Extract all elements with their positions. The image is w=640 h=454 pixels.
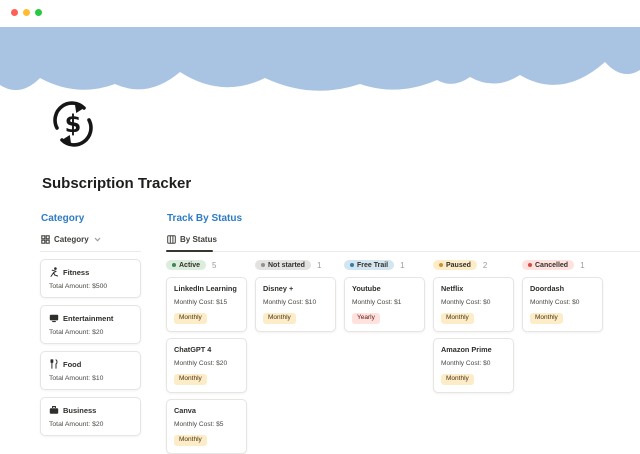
column-not-started: Not started 1 Disney + Monthly Cost: $10… — [255, 259, 336, 454]
column-free-trail: Free Trail 1 Youtube Monthly Cost: $1 Ye… — [344, 259, 425, 454]
category-card-total: Total Amount: $20 — [49, 329, 104, 336]
category-card-title: Food — [63, 359, 82, 369]
column-header[interactable]: Paused 2 — [433, 259, 514, 271]
status-pill-paused: Paused — [433, 260, 477, 270]
status-board: Active 5 LinkedIn Learning Monthly Cost:… — [166, 259, 640, 454]
subscription-card-linkedin-learning[interactable]: LinkedIn Learning Monthly Cost: $15 Mont… — [166, 277, 247, 332]
column-header[interactable]: Free Trail 1 — [344, 259, 425, 271]
status-dot-icon — [261, 263, 265, 267]
card-cost: Monthly Cost: $1 — [352, 299, 402, 306]
category-card-title: Business — [63, 405, 97, 415]
billing-cycle-tag: Monthly — [174, 313, 207, 324]
status-pill-free-trail: Free Trail — [344, 260, 395, 270]
close-window-button[interactable] — [11, 9, 18, 16]
card-title: Disney + — [263, 284, 294, 293]
category-card-title: Entertainment — [63, 313, 114, 323]
category-card-total: Total Amount: $10 — [49, 375, 104, 382]
column-count: 5 — [212, 260, 217, 270]
card-cost: Monthly Cost: $10 — [263, 299, 317, 306]
chevron-down-icon — [94, 237, 101, 242]
card-cost: Monthly Cost: $0 — [441, 299, 491, 306]
tv-icon — [49, 314, 59, 323]
card-cost: Monthly Cost: $5 — [174, 421, 224, 428]
category-card-business[interactable]: Business Total Amount: $20 — [40, 397, 141, 436]
column-cancelled: Cancelled 1 Doordash Monthly Cost: $0 Mo… — [522, 259, 603, 454]
card-cost: Monthly Cost: $20 — [174, 360, 228, 367]
status-dot-icon — [439, 263, 443, 267]
card-title: Amazon Prime — [441, 345, 492, 354]
subscription-card-canva[interactable]: Canva Monthly Cost: $5 Monthly — [166, 399, 247, 454]
category-card-food[interactable]: Food Total Amount: $10 — [40, 351, 141, 390]
status-pill-cancelled: Cancelled — [522, 260, 575, 270]
status-dot-icon — [172, 263, 176, 267]
column-header[interactable]: Not started 1 — [255, 259, 336, 271]
briefcase-icon — [49, 406, 59, 414]
cutlery-icon — [50, 359, 58, 369]
category-tab-label: Category — [54, 235, 89, 244]
status-section: Track By Status By Status Active 5 Linke… — [166, 213, 640, 454]
column-active: Active 5 LinkedIn Learning Monthly Cost:… — [166, 259, 247, 454]
card-title: Canva — [174, 406, 196, 415]
card-cost: Monthly Cost: $0 — [530, 299, 580, 306]
by-status-tab-label: By Status — [180, 235, 217, 244]
billing-cycle-tag: Monthly — [441, 374, 474, 385]
status-pill-active: Active — [166, 260, 207, 270]
runner-icon — [50, 267, 59, 277]
card-title: LinkedIn Learning — [174, 284, 237, 293]
billing-cycle-tag: Monthly — [441, 313, 474, 324]
subscription-card-doordash[interactable]: Doordash Monthly Cost: $0 Monthly — [522, 277, 603, 332]
subscription-card-disney-plus[interactable]: Disney + Monthly Cost: $10 Monthly — [255, 277, 336, 332]
category-section: Category Category Fitness Total Amount: … — [40, 213, 141, 436]
card-title: Youtube — [352, 284, 381, 293]
subscription-card-netflix[interactable]: Netflix Monthly Cost: $0 Monthly — [433, 277, 514, 332]
billing-cycle-tag: Monthly — [174, 435, 207, 446]
category-card-fitness[interactable]: Fitness Total Amount: $500 — [40, 259, 141, 298]
status-dot-icon — [528, 263, 532, 267]
by-status-view-tab[interactable]: By Status — [166, 231, 640, 252]
category-card-title: Fitness — [63, 267, 90, 277]
active-tab-indicator — [166, 250, 213, 252]
billing-cycle-tag: Monthly — [263, 313, 296, 324]
card-title: Doordash — [530, 284, 565, 293]
svg-text:$: $ — [65, 110, 82, 138]
category-heading: Category — [41, 213, 85, 224]
cover-wave-banner — [0, 27, 640, 91]
card-cost: Monthly Cost: $15 — [174, 299, 228, 306]
billing-cycle-tag: Monthly — [530, 313, 563, 324]
category-card-total: Total Amount: $500 — [49, 283, 108, 290]
column-header[interactable]: Active 5 — [166, 259, 247, 271]
subscription-card-youtube[interactable]: Youtube Monthly Cost: $1 Yearly — [344, 277, 425, 332]
gallery-view-icon — [41, 235, 50, 244]
billing-cycle-tag: Monthly — [174, 374, 207, 385]
column-header[interactable]: Cancelled 1 — [522, 259, 603, 271]
subscription-card-amazon-prime[interactable]: Amazon Prime Monthly Cost: $0 Monthly — [433, 338, 514, 393]
window-titlebar — [0, 0, 640, 27]
status-heading: Track By Status — [167, 213, 243, 224]
category-card-entertainment[interactable]: Entertainment Total Amount: $20 — [40, 305, 141, 344]
card-title: Netflix — [441, 284, 464, 293]
billing-cycle-tag: Yearly — [352, 313, 380, 324]
column-count: 1 — [316, 260, 322, 270]
column-count: 2 — [482, 260, 488, 270]
dollar-recurring-icon: $ — [53, 101, 93, 147]
category-card-total: Total Amount: $20 — [49, 421, 104, 428]
column-count: 1 — [580, 260, 585, 270]
minimize-window-button[interactable] — [23, 9, 30, 16]
card-cost: Monthly Cost: $0 — [441, 360, 491, 367]
board-view-icon — [167, 235, 176, 244]
status-dot-icon — [350, 263, 354, 267]
page-title: Subscription Tracker — [42, 175, 192, 192]
category-view-tab[interactable]: Category — [40, 231, 141, 252]
zoom-window-button[interactable] — [35, 9, 42, 16]
column-count: 1 — [400, 260, 405, 270]
subscription-card-chatgpt-4[interactable]: ChatGPT 4 Monthly Cost: $20 Monthly — [166, 338, 247, 393]
status-pill-not-started: Not started — [255, 260, 311, 270]
column-paused: Paused 2 Netflix Monthly Cost: $0 Monthl… — [433, 259, 514, 454]
card-title: ChatGPT 4 — [174, 345, 212, 354]
